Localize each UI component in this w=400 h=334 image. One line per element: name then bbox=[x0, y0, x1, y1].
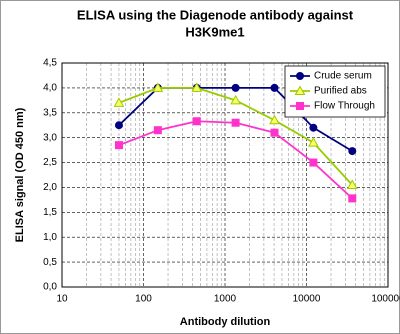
data-point bbox=[309, 158, 318, 167]
y-tick-label: 3,5 bbox=[43, 107, 57, 118]
x-tick-label: 100 bbox=[135, 294, 152, 305]
chart-title: H3K9me1 bbox=[185, 24, 244, 39]
x-tick-label: 10000 bbox=[293, 294, 321, 305]
y-axis-title: ELISA signal (OD 450 nm) bbox=[14, 107, 26, 242]
y-tick-label: 2,5 bbox=[43, 157, 57, 168]
legend-label: Purified abs bbox=[314, 86, 367, 97]
y-tick-label: 4,0 bbox=[43, 83, 57, 94]
data-point bbox=[153, 126, 162, 135]
data-point bbox=[270, 83, 279, 92]
data-point bbox=[231, 118, 240, 127]
x-tick-label: 10 bbox=[56, 294, 68, 305]
data-point bbox=[113, 97, 125, 107]
data-point bbox=[270, 128, 279, 137]
data-point bbox=[231, 83, 240, 92]
data-point bbox=[114, 141, 123, 150]
x-tick-label: 1000 bbox=[214, 294, 237, 305]
x-axis-title: Antibody dilution bbox=[180, 316, 271, 328]
data-point bbox=[192, 117, 201, 126]
data-point bbox=[191, 82, 203, 92]
data-point bbox=[309, 123, 318, 132]
y-tick-label: 2,0 bbox=[43, 182, 57, 193]
data-point bbox=[346, 179, 358, 189]
y-tick-label: 1,0 bbox=[43, 232, 57, 243]
y-tick-label: 1,5 bbox=[43, 207, 57, 218]
y-tick-label: 0,0 bbox=[43, 282, 57, 293]
data-point bbox=[230, 94, 241, 105]
data-point bbox=[114, 121, 123, 130]
data-point bbox=[348, 147, 357, 156]
chart-title: ELISA using the Diagenode antibody again… bbox=[77, 7, 354, 22]
x-tick-label: 100000 bbox=[371, 294, 400, 305]
data-point bbox=[308, 137, 319, 147]
plot-area bbox=[61, 62, 389, 288]
legend-label: Flow Through bbox=[314, 101, 375, 112]
y-tick-label: 0,5 bbox=[43, 257, 57, 268]
y-tick-label: 3,0 bbox=[43, 132, 57, 143]
data-point bbox=[348, 194, 357, 203]
legend-label: Crude serum bbox=[314, 71, 372, 82]
legend-marker bbox=[296, 72, 304, 80]
data-point bbox=[269, 114, 280, 125]
data-point bbox=[152, 82, 164, 92]
legend-marker bbox=[296, 102, 304, 110]
y-tick-label: 4,5 bbox=[43, 58, 57, 69]
legend-marker bbox=[294, 85, 306, 95]
